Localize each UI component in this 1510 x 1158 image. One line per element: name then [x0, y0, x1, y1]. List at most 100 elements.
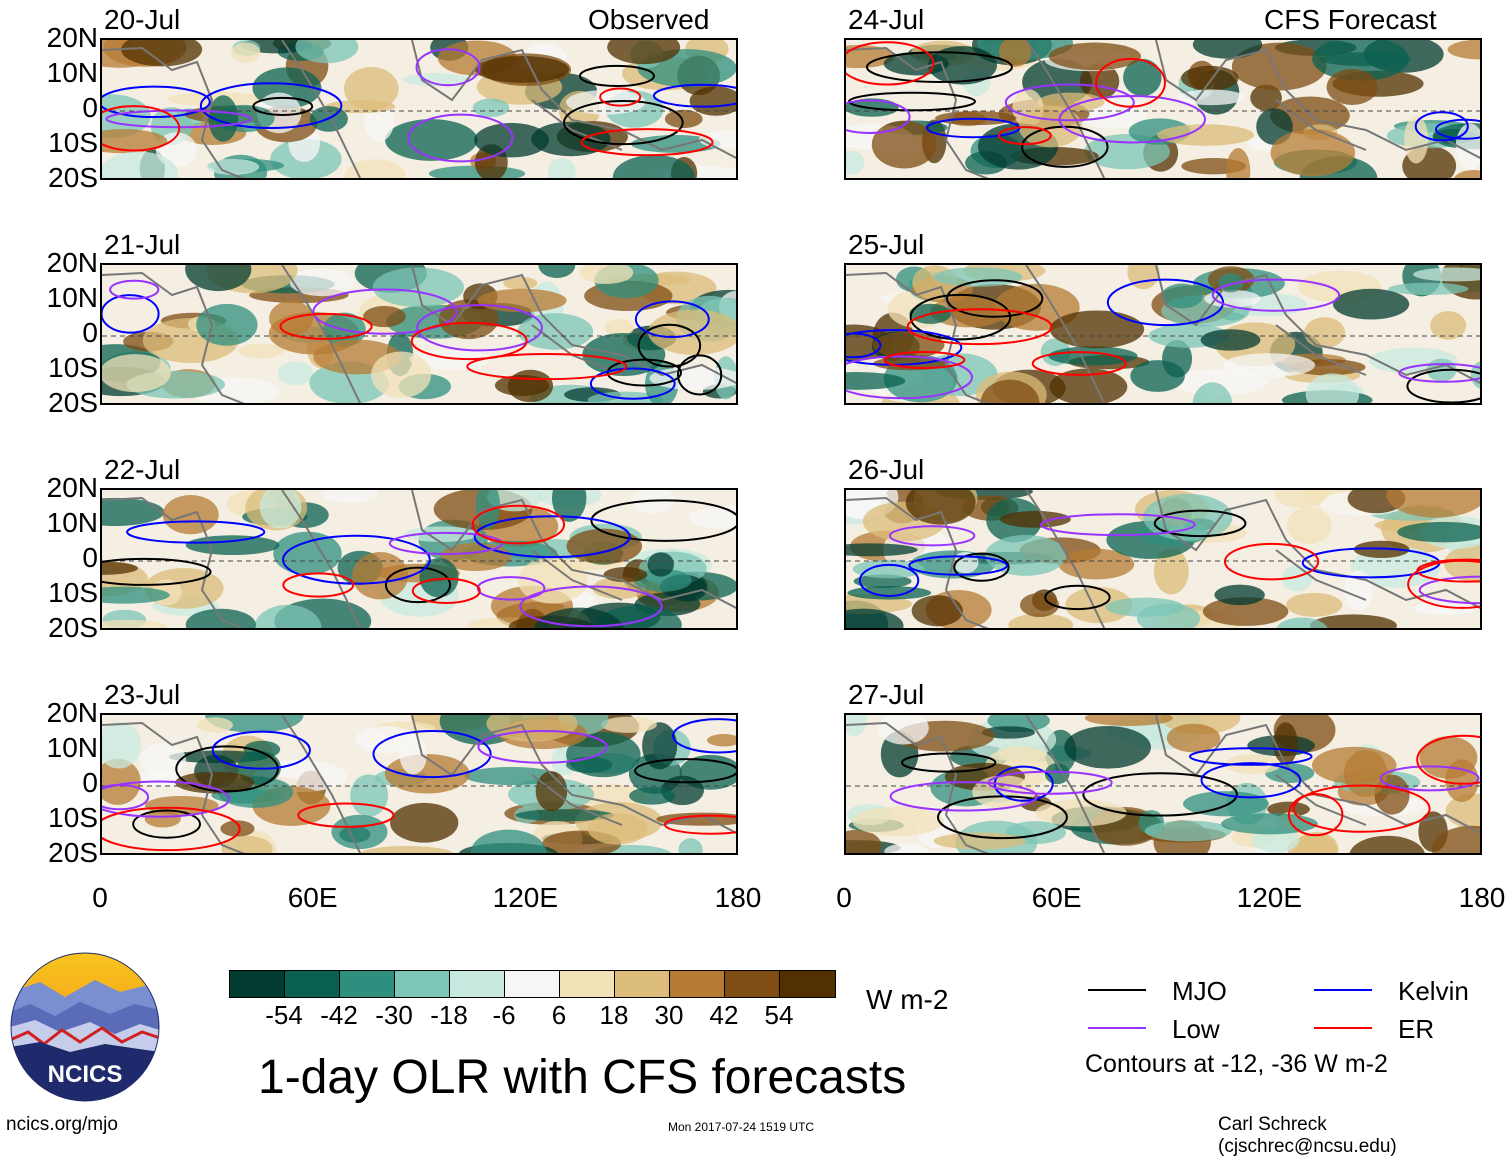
olr-anomaly-blob	[1008, 613, 1074, 628]
olr-anomaly-blob	[642, 722, 678, 770]
coastline	[102, 490, 736, 628]
olr-anomaly-blob	[1157, 124, 1255, 146]
panel-date-right-1: 25-Jul	[848, 229, 925, 260]
legend-note: Contours at -12, -36 W m-2	[1085, 1050, 1388, 1078]
olr-anomaly-blob	[846, 45, 895, 69]
lon-tick-label: 180	[714, 882, 762, 913]
olr-anomaly-blob	[1413, 267, 1480, 282]
kelvin-contour	[589, 367, 676, 400]
olr-anomaly-blob	[220, 820, 255, 837]
olr-anomaly-blob	[1304, 317, 1346, 349]
mjo-contour	[677, 354, 723, 396]
kelvin-contour	[199, 82, 343, 129]
colorbar	[229, 970, 836, 998]
lat-tick-label: 0	[82, 317, 98, 348]
olr-anomaly-blob	[1214, 584, 1265, 606]
olr-anomaly-blob	[871, 120, 937, 169]
colorbar-tick-label: -30	[375, 1000, 413, 1030]
olr-anomaly-blob	[221, 835, 273, 853]
site-link[interactable]: ncics.org/mjo	[6, 1114, 118, 1135]
olr-anomaly-blob	[1274, 490, 1329, 509]
olr-anomaly-blob	[980, 379, 1040, 403]
er-contour	[411, 577, 481, 605]
olr-anomaly-blob	[102, 721, 142, 769]
olr-anomaly-blob	[607, 40, 681, 65]
olr-anomaly-blob	[1447, 40, 1480, 60]
olr-anomaly-blob	[933, 267, 1023, 287]
olr-anomaly-blob	[566, 528, 643, 564]
figure-title: 1-day OLR with CFS forecasts	[258, 1051, 907, 1104]
timestamp: Mon 2017-07-24 1519 UTC	[668, 1120, 815, 1134]
kelvin-contour	[846, 332, 882, 359]
lat-tick-label: 10S	[48, 127, 98, 158]
olr-anomaly-blob	[1444, 543, 1480, 583]
olr-anomaly-blob	[1388, 282, 1469, 296]
mjo-contour	[946, 279, 1044, 318]
kelvin-contour	[1414, 111, 1469, 142]
olr-anomaly-blob	[289, 268, 355, 297]
kelvin-contour	[634, 300, 710, 339]
colorbar-tick-label: 6	[551, 1000, 567, 1030]
olr-anomaly-blob	[438, 299, 499, 340]
olr-anomaly-blob	[688, 505, 736, 530]
kelvin-contour	[102, 85, 211, 119]
olr-anomaly-blob	[206, 158, 260, 175]
colorbar-swatch	[340, 971, 395, 997]
lat-tick-label: 20S	[48, 612, 98, 643]
olr-anomaly-blob	[1397, 521, 1480, 543]
olr-anomaly-blob	[1202, 597, 1289, 626]
coastline	[846, 490, 1480, 628]
mjo-contour	[175, 745, 279, 793]
low-contour	[102, 783, 150, 811]
olr-anomaly-blob	[470, 829, 547, 853]
olr-anomaly-blob	[1048, 42, 1142, 71]
mjo-contour	[1021, 125, 1109, 168]
low-legend-label: Low	[1172, 1014, 1220, 1044]
olr-anomaly-blob	[390, 802, 459, 843]
olr-anomaly-blob	[846, 372, 906, 390]
olr-anomaly-blob	[1084, 715, 1173, 727]
er-contour	[1287, 793, 1344, 837]
mjo-contour	[578, 64, 655, 88]
olr-anomaly-blob	[1123, 58, 1162, 97]
panel-date-right-0: 24-Jul	[848, 4, 925, 35]
olr-anomaly-blob	[1181, 65, 1239, 91]
olr-anomaly-blob	[664, 109, 703, 129]
olr-anomaly-blob	[1419, 736, 1478, 779]
er-contour	[1416, 734, 1480, 785]
er-contour	[1031, 351, 1127, 376]
low-contour	[477, 730, 608, 764]
olr-map-panel	[844, 488, 1482, 630]
colorbar-tick-label: 54	[764, 1000, 794, 1030]
lat-tick-label: 20S	[48, 387, 98, 418]
olr-anomaly-blob	[878, 715, 929, 745]
lat-tick-label: 20N	[46, 22, 98, 53]
er-contour	[580, 128, 714, 157]
er-contour	[663, 814, 736, 835]
mjo-legend-line	[1088, 989, 1146, 991]
olr-anomaly-blob	[350, 774, 389, 817]
colorbar-tick-label: -42	[320, 1000, 358, 1030]
olr-anomaly-blob	[707, 733, 736, 747]
olr-anomaly-blob	[1049, 310, 1145, 349]
low-contour	[407, 113, 514, 163]
olr-anomaly-blob	[1127, 265, 1160, 290]
lat-tick-label: 10N	[46, 507, 98, 538]
low-contour	[846, 355, 973, 400]
olr-anomaly-blob	[535, 771, 568, 812]
olr-anomaly-blob	[102, 151, 179, 178]
panel-date-left-0: 20-Jul	[104, 4, 181, 35]
mjo-contour	[901, 752, 997, 773]
olr-anomaly-blob	[630, 135, 721, 153]
olr-anomaly-blob	[477, 288, 567, 313]
olr-anomaly-blob	[1431, 825, 1480, 853]
er-contour	[297, 802, 395, 828]
olr-anomaly-blob	[1130, 360, 1185, 392]
kelvin-contour	[652, 83, 736, 108]
olr-anomaly-blob	[1048, 346, 1138, 366]
er-contour	[471, 504, 566, 545]
mjo-contour	[606, 358, 683, 387]
colorbar-tick-label: -54	[265, 1000, 303, 1030]
panel-date-right-3: 27-Jul	[848, 679, 925, 710]
olr-anomaly-blob	[852, 806, 944, 837]
